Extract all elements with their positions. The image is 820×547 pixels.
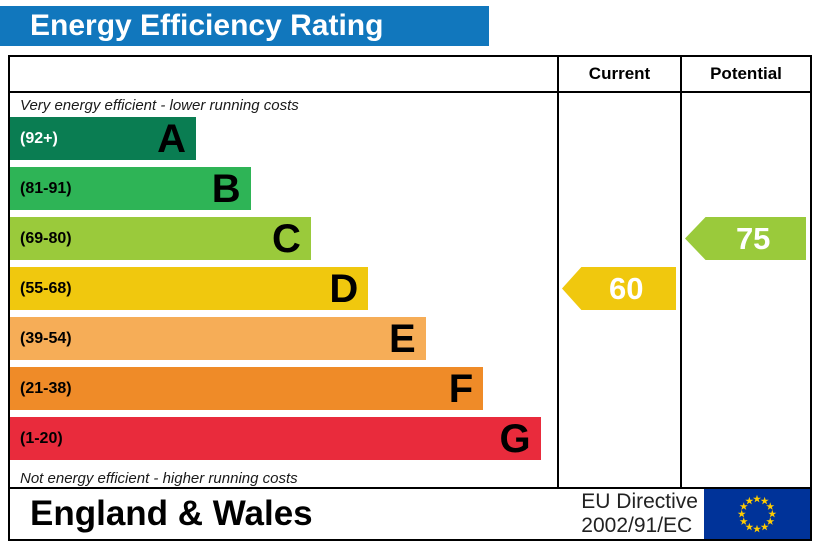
region-label: England & Wales <box>30 494 313 533</box>
band-bar: (21-38) F <box>10 366 484 411</box>
band-row: (55-68) D <box>10 267 557 310</box>
bottom-note: Not energy efficient - higher running co… <box>20 469 298 487</box>
band-bar: (92+) A <box>10 117 196 160</box>
band-row: (81-91) B <box>10 167 557 210</box>
potential-rating-arrow: 75 <box>685 217 806 260</box>
current-column-header: Current <box>557 57 680 93</box>
band-range-label: (1-20) <box>20 429 63 447</box>
rating-table: Current Potential Very energy efficient … <box>8 55 812 541</box>
band-letter: B <box>211 166 241 211</box>
eu-directive-label: EU Directive 2002/91/EC <box>581 490 698 538</box>
page-title: Energy Efficiency Rating <box>0 6 489 46</box>
band-row: (1-20) G <box>10 417 557 460</box>
band-letter: C <box>271 216 301 261</box>
band-bar: (69-80) C <box>10 217 311 260</box>
band-row: (21-38) F <box>10 367 557 410</box>
eu-flag-icon <box>704 489 810 539</box>
eu-directive-line1: EU Directive <box>581 489 698 513</box>
band-bar: (1-20) G <box>10 417 541 460</box>
current-rating-column: 60 <box>557 93 680 487</box>
footer: England & Wales EU Directive 2002/91/EC <box>10 487 810 539</box>
band-range-label: (81-91) <box>20 179 72 197</box>
potential-rating-value: 75 <box>735 220 771 256</box>
band-range-label: (92+) <box>20 129 58 147</box>
band-range-label: (39-54) <box>20 329 72 347</box>
band-letter: D <box>329 266 359 311</box>
band-bar: (39-54) E <box>10 317 426 360</box>
current-rating-value: 60 <box>609 270 644 306</box>
eu-directive-line2: 2002/91/EC <box>581 514 693 537</box>
band-row: (92+) A <box>10 117 557 160</box>
band-row: (69-80) C <box>10 217 557 260</box>
header-spacer-cell <box>10 57 557 93</box>
band-range-label: (69-80) <box>20 229 72 247</box>
bands-area: Very energy efficient - lower running co… <box>10 93 557 487</box>
bands-container: (92+) A (81-91) B (69-80) C (55-68) D (3… <box>10 117 557 460</box>
current-rating-arrow: 60 <box>562 267 676 310</box>
potential-rating-column: 75 <box>680 93 810 487</box>
band-letter: G <box>499 416 531 461</box>
band-letter: A <box>157 116 186 161</box>
band-range-label: (55-68) <box>20 279 72 297</box>
potential-column-header: Potential <box>680 57 810 93</box>
top-note: Very energy efficient - lower running co… <box>20 96 299 114</box>
band-range-label: (21-38) <box>20 379 72 397</box>
band-row: (39-54) E <box>10 317 557 360</box>
band-bar: (81-91) B <box>10 167 251 210</box>
band-letter: E <box>389 316 416 361</box>
band-bar: (55-68) D <box>10 266 369 311</box>
band-letter: F <box>448 366 474 411</box>
